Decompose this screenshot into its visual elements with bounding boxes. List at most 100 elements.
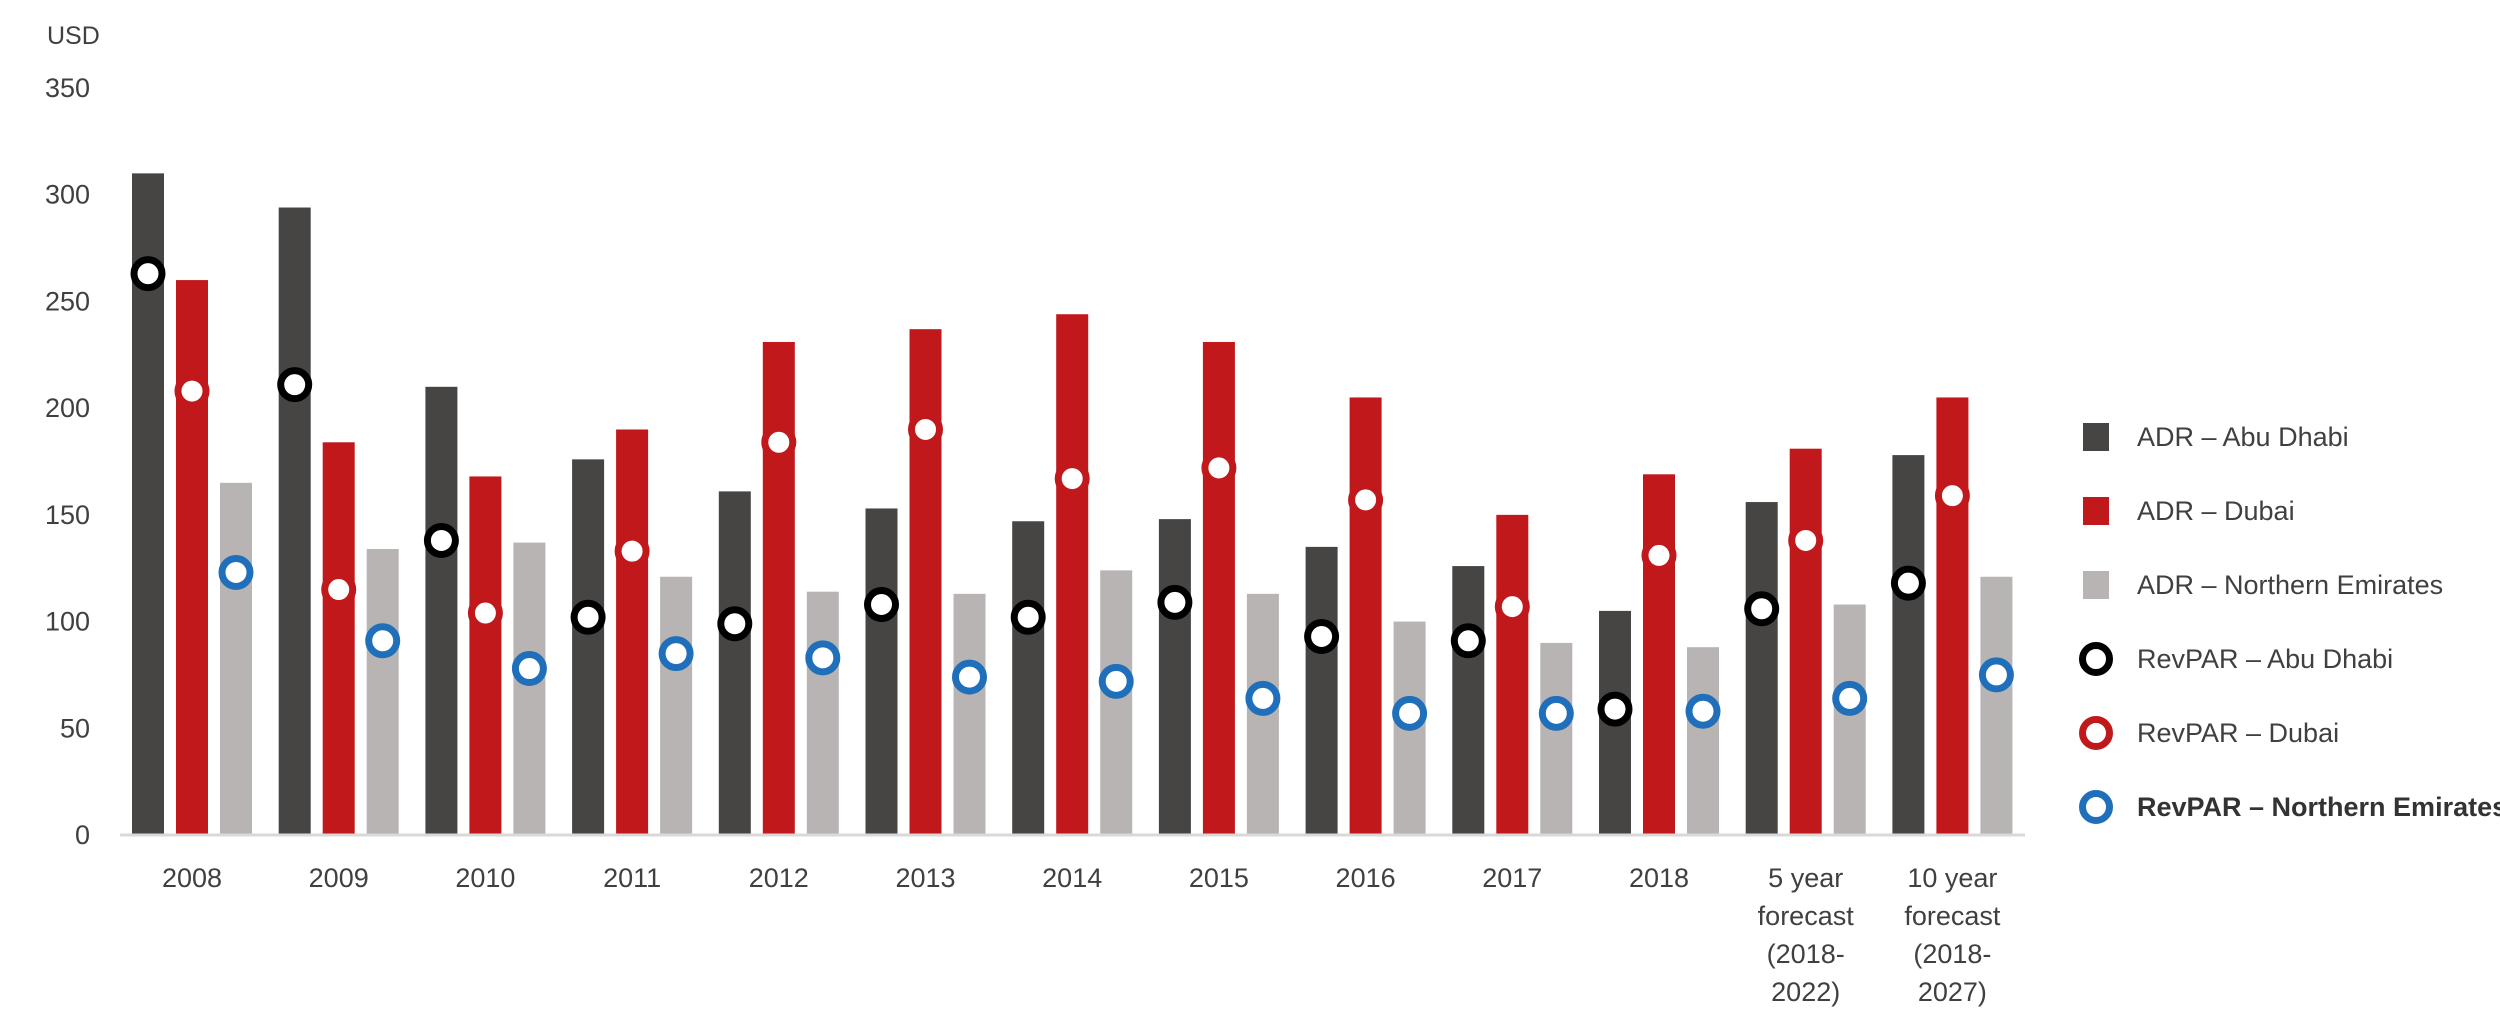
markers (130, 256, 2014, 731)
legend-item: RevPAR – Northern Emirates (2075, 770, 2500, 844)
bar (1643, 474, 1675, 835)
bar (425, 386, 458, 835)
x-tick-label: 2009 (309, 863, 369, 893)
bar (278, 207, 311, 835)
bar (1349, 397, 1382, 835)
marker (1245, 680, 1281, 716)
x-tick-line: 2009 (309, 863, 369, 893)
bar (1202, 341, 1235, 835)
bar (220, 482, 252, 835)
bar (909, 329, 942, 835)
legend-marker (2079, 790, 2113, 824)
marker (717, 606, 753, 642)
bar (953, 593, 986, 835)
marker (1788, 522, 1824, 558)
bar (806, 591, 839, 835)
marker (614, 533, 650, 569)
y-tick-label: 350 (45, 73, 90, 103)
marker (1597, 691, 1633, 727)
bar (176, 280, 208, 836)
marker (1348, 482, 1384, 518)
marker (1098, 663, 1134, 699)
marker (277, 367, 313, 403)
bar (1305, 546, 1338, 835)
marker (1934, 478, 1970, 514)
x-tick-line: 2014 (1042, 863, 1102, 893)
marker (1201, 450, 1237, 486)
bar (1452, 566, 1485, 835)
marker (1304, 619, 1340, 655)
marker (952, 659, 987, 695)
marker (1054, 461, 1090, 497)
x-tick-label: 2013 (895, 863, 955, 893)
legend-label: ADR – Abu Dhabi (2137, 421, 2349, 452)
y-tick-label: 0 (75, 820, 90, 850)
x-tick-line: forecast (1904, 901, 2001, 931)
bar (1496, 514, 1529, 835)
y-tick-label: 300 (45, 180, 90, 210)
legend-marker (2079, 642, 2113, 676)
x-tick-line: 2012 (749, 863, 809, 893)
legend-label: RevPAR – Abu Dhabi (2137, 643, 2394, 674)
legend-item: ADR – Northern Emirates (2075, 548, 2500, 622)
marker (1494, 589, 1530, 625)
legend-marker (2079, 716, 2113, 750)
x-tick-line: 10 year (1907, 863, 1997, 893)
bar (1012, 521, 1045, 835)
x-tick-label: 2018 (1629, 863, 1689, 893)
x-tick-label: 2011 (603, 863, 661, 893)
x-tick-label: 10 year forecast (2018- 2027) (1904, 863, 2001, 1007)
legend-swatch (2083, 497, 2109, 525)
x-tick-label: 2014 (1042, 863, 1102, 893)
marker (1157, 584, 1193, 620)
x-tick-line: 2011 (603, 863, 661, 893)
x-tick-line: (2018- (1767, 939, 1845, 969)
marker (864, 586, 899, 622)
x-tick-label: 2016 (1336, 863, 1396, 893)
y-tick-label: 50 (60, 713, 90, 743)
x-tick-label: 2008 (162, 863, 222, 893)
bar (616, 429, 649, 835)
bar (718, 491, 751, 835)
x-tick-label: 2015 (1189, 863, 1249, 893)
legend-item: RevPAR – Abu Dhabi (2075, 622, 2500, 696)
x-tick-line: 2027) (1918, 977, 1987, 1007)
x-tick-label: 2012 (749, 863, 809, 893)
bar (572, 459, 605, 835)
bar (1833, 604, 1866, 835)
legend-item: RevPAR – Dubai (2075, 696, 2500, 770)
bar (1936, 397, 1969, 835)
bar (1789, 448, 1822, 835)
marker (1744, 591, 1780, 627)
bar (1100, 570, 1133, 835)
legend-item: ADR – Abu Dhabi (2075, 400, 2500, 474)
bar (1056, 314, 1089, 836)
marker (365, 623, 401, 659)
x-tick-line: 5 year (1768, 863, 1843, 893)
marker (467, 595, 503, 631)
bar (865, 508, 898, 835)
bar (322, 442, 355, 835)
legend-swatch (2083, 571, 2109, 599)
marker (1641, 537, 1677, 573)
marker (130, 256, 166, 292)
marker (1392, 695, 1428, 731)
bar (762, 341, 795, 835)
marker (423, 522, 459, 558)
x-tick-line: 2013 (895, 863, 955, 893)
x-axis: 2008 2009 2010 2011 2012 2013 2014 2015 2016 2017… (162, 863, 2001, 1007)
marker (1685, 693, 1721, 729)
marker (1010, 599, 1046, 635)
x-tick-label: 2010 (455, 863, 515, 893)
marker (658, 636, 694, 672)
y-tick-label: 150 (45, 500, 90, 530)
bar (469, 476, 502, 835)
x-tick-label: 2017 (1482, 863, 1542, 893)
marker (511, 651, 547, 687)
bar (366, 549, 399, 835)
marker (1978, 657, 2014, 693)
x-tick-label: 5 year forecast (2018- 2022) (1758, 863, 1855, 1007)
legend-label: RevPAR – Northern Emirates (2137, 791, 2500, 822)
x-tick-line: 2022) (1771, 977, 1840, 1007)
